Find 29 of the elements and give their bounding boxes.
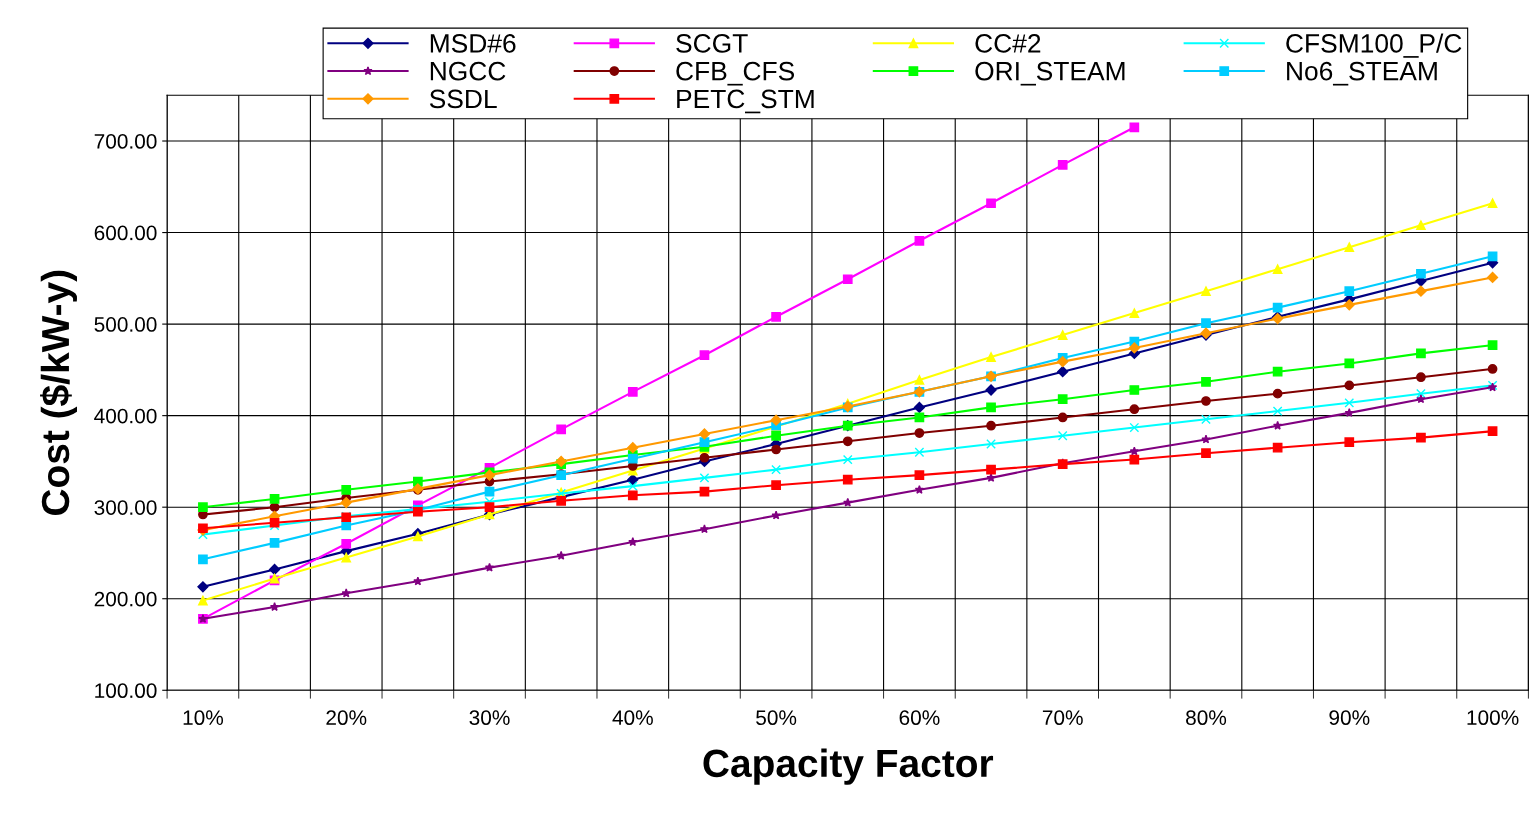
x-tick-label: 90%: [1329, 710, 1370, 726]
x-tick-label: 100%: [1467, 710, 1519, 726]
legend-label: ORI_STEAM: [975, 61, 1125, 86]
y-tick-label: 300.00: [94, 500, 157, 515]
y-tick-label: 700.00: [94, 134, 157, 149]
y-tick-label: 500.00: [94, 317, 157, 332]
legend-label: MSD#6: [430, 34, 516, 53]
x-tick-label: 80%: [1186, 710, 1227, 726]
x-tick-label: 50%: [756, 710, 797, 726]
x-axis-title: Capacity Factor: [703, 748, 994, 785]
y-tick-label: 200.00: [94, 591, 157, 607]
x-tick-label: 10%: [183, 710, 224, 726]
legend-label: SSDL: [429, 89, 497, 109]
x-tick-label: 60%: [899, 710, 940, 726]
x-tick-label: 30%: [469, 710, 510, 726]
x-tick-label: 20%: [326, 710, 367, 726]
legend-label: PETC_STM: [677, 89, 814, 114]
y-axis-title: Cost ($/kW-y): [40, 270, 77, 515]
y-tick-label: 400.00: [94, 408, 157, 424]
legend-label: CC#2: [975, 34, 1041, 53]
legend-label: NGCC: [430, 61, 506, 81]
x-tick-label: 70%: [1042, 710, 1083, 726]
x-tick-label: 40%: [612, 710, 653, 726]
legend-label: CFB_CFS: [676, 61, 795, 86]
y-tick-label: 100.00: [95, 683, 157, 699]
legend-label: No6_STEAM: [1287, 61, 1437, 86]
legend-label: CFSM100_P/C: [1286, 33, 1462, 58]
y-tick-label: 600.00: [94, 225, 157, 241]
legend-label: SCGT: [676, 34, 748, 53]
